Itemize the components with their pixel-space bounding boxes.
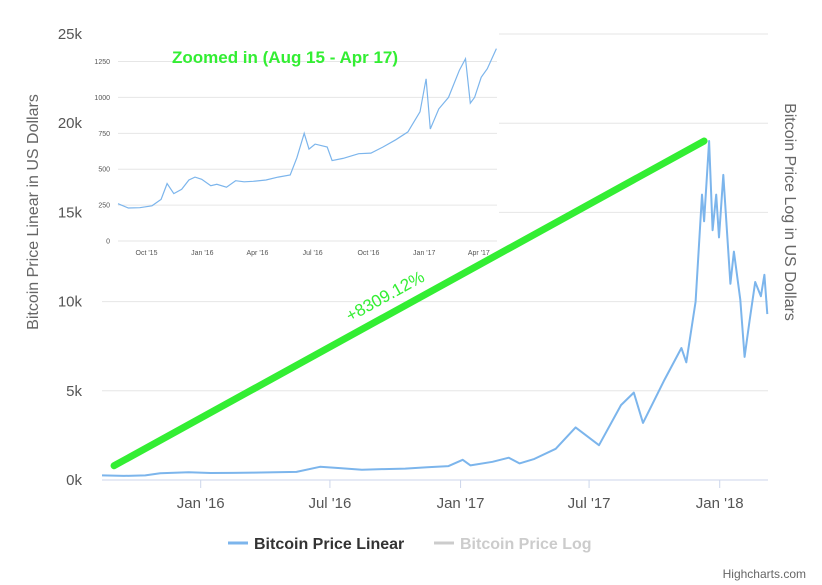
inset-x-ticks: Oct '15 Jan '16 Apr '16 Jul '16 Oct '16 Jan '…: [136, 250, 490, 257]
x-tick-label: Jul '17: [568, 495, 611, 512]
y-tick-label: 25k: [58, 26, 83, 43]
inset-y-tick-label: 250: [98, 203, 110, 210]
legend-label-linear: Bitcoin Price Linear: [254, 536, 404, 553]
legend-label-log: Bitcoin Price Log: [460, 536, 592, 553]
growth-arrow: [110, 137, 708, 470]
inset-x-tick-label: Jan '16: [191, 250, 213, 257]
inset-x-tick-label: Oct '16: [357, 250, 379, 257]
x-tick-label: Jul '16: [308, 495, 351, 512]
y-axis-right-title: Bitcoin Price Log in US Dollars: [781, 103, 798, 321]
y-tick-label: 20k: [58, 115, 83, 132]
y-tick-label: 10k: [58, 294, 83, 311]
y-tick-label: 0k: [66, 472, 82, 489]
inset-x-tick-label: Oct '15: [136, 250, 158, 257]
credits-link[interactable]: Highcharts.com: [723, 567, 806, 581]
x-axis-ticks: Jan '16 Jul '16 Jan '17 Jul '17 Jan '18: [177, 480, 744, 512]
inset-y-tick-label: 0: [106, 239, 110, 246]
y-tick-label: 5k: [66, 383, 82, 400]
inset-series-line: [117, 48, 497, 209]
inset-background: [100, 6, 499, 264]
inset-y-tick-label: 750: [98, 131, 110, 138]
y-tick-label: 15k: [58, 204, 83, 221]
y-axis-left-title: Bitcoin Price Linear in US Dollars: [25, 94, 42, 330]
x-tick-label: Jan '16: [177, 495, 225, 512]
legend-item-linear[interactable]: Bitcoin Price Linear: [228, 536, 404, 553]
inset-x-tick-label: Jan '17: [413, 250, 435, 257]
inset-x-tick-label: Jul '16: [303, 250, 323, 257]
inset-x-tick-label: Apr '16: [246, 250, 268, 257]
inset-y-tick-label: 1250: [94, 59, 110, 66]
inset-y-ticks: 0 250 500 750 1000 1250: [94, 59, 110, 245]
x-tick-label: Jan '17: [437, 495, 485, 512]
y-axis-left-ticks: 0k 5k 10k 15k 20k 25k: [58, 26, 83, 489]
inset-y-tick-label: 1000: [94, 95, 110, 102]
inset-x-tick-label: Apr '17: [468, 250, 490, 257]
inset-title: Zoomed in (Aug 15 - Apr 17): [172, 48, 398, 67]
x-tick-label: Jan '18: [696, 495, 744, 512]
inset-y-tick-label: 500: [98, 167, 110, 174]
legend: Bitcoin Price Linear Bitcoin Price Log: [228, 536, 592, 553]
legend-item-log[interactable]: Bitcoin Price Log: [434, 536, 592, 553]
inset-zoomed-chart: 0 250 500 750 1000 1250 Oct '15 Jan '16 Apr '16…: [94, 6, 499, 264]
inset-gridlines: [118, 61, 497, 242]
series-bitcoin-price-linear: [101, 140, 769, 477]
